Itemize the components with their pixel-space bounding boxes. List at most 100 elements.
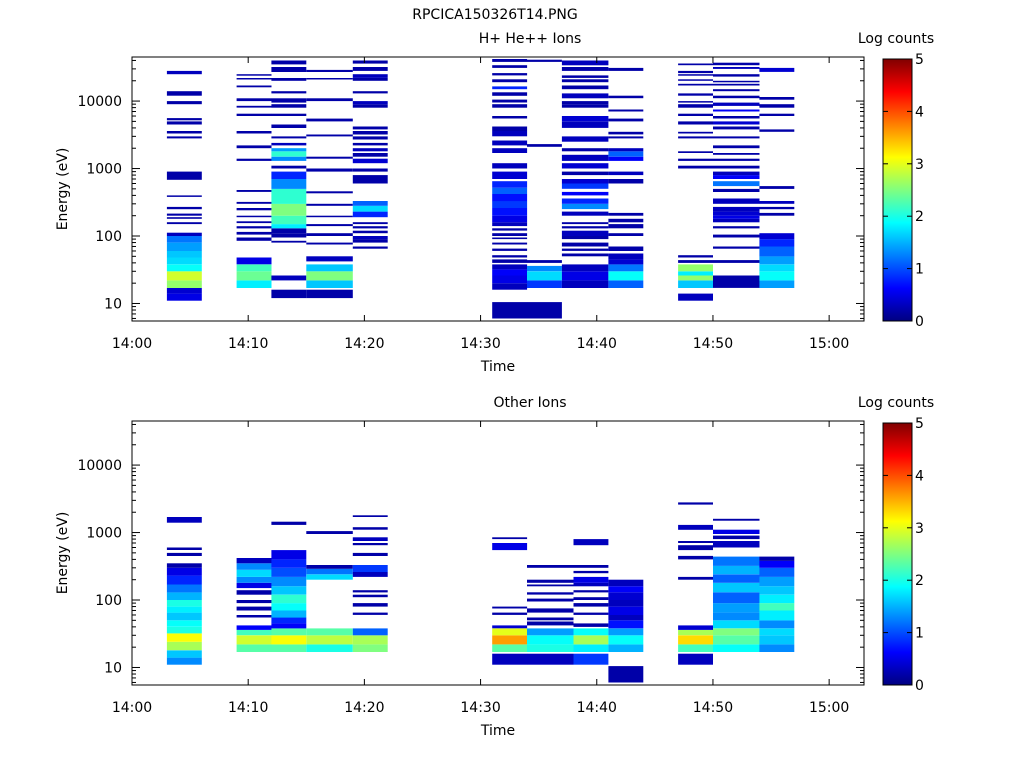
heatmap-cell	[573, 539, 609, 546]
heatmap-cell	[166, 563, 202, 568]
heatmap-cell	[236, 208, 272, 211]
heatmap-cell	[271, 610, 307, 618]
heatmap-cell	[492, 628, 528, 636]
x-tick-label: 15:00	[809, 336, 849, 352]
panel-title: Other Ions	[493, 395, 566, 411]
heatmap-cell	[678, 635, 713, 645]
heatmap-cell	[713, 644, 760, 652]
heatmap-cell	[271, 521, 307, 525]
heatmap-cell	[608, 233, 644, 236]
heatmap-cell	[759, 233, 795, 240]
heatmap-cell	[713, 275, 760, 288]
heatmap-cell	[236, 629, 272, 636]
heatmap-cell	[352, 175, 388, 179]
heatmap-cell	[352, 226, 388, 229]
colorbar-tick-label: 5	[915, 52, 924, 68]
heatmap-cell	[492, 255, 528, 258]
heatmap-cell	[678, 158, 713, 161]
heatmap-cell	[306, 264, 353, 272]
heatmap-cell	[608, 635, 644, 645]
heatmap-cell	[352, 590, 388, 593]
heatmap-cell	[678, 524, 713, 530]
heatmap-cell	[608, 620, 644, 629]
heatmap-cell	[271, 586, 307, 595]
heatmap-cell	[166, 136, 202, 139]
heatmap-cell	[713, 116, 760, 119]
heatmap-cell	[678, 293, 713, 301]
heatmap-cell	[492, 104, 528, 108]
heatmap-cell	[271, 628, 307, 636]
heatmap-cell	[573, 653, 609, 665]
heatmap-cell	[713, 246, 760, 249]
heatmap-cell	[271, 151, 307, 157]
heatmap-cell	[271, 594, 307, 604]
heatmap-cell	[608, 644, 644, 652]
heatmap-cell	[713, 218, 760, 223]
heatmap-cell	[759, 104, 795, 108]
y-tick-label: 1000	[86, 162, 122, 178]
x-tick-label: 14:30	[460, 336, 500, 352]
heatmap-cell	[306, 280, 353, 288]
heatmap-cell	[236, 563, 272, 570]
heatmap-cell	[271, 617, 307, 624]
heatmap-cell	[759, 567, 795, 577]
heatmap-cell	[713, 145, 760, 149]
heatmap-cell	[352, 628, 388, 636]
heatmap-cell	[271, 576, 307, 587]
heatmap-cell	[166, 575, 202, 585]
colorbar-tick-label: 0	[915, 678, 924, 694]
heatmap-cell	[306, 531, 353, 534]
heatmap-cell	[271, 240, 307, 243]
heatmap-cell	[561, 136, 609, 142]
heatmap-cell	[713, 260, 760, 263]
heatmap-cell	[236, 606, 272, 611]
heatmap-cell	[608, 171, 644, 176]
heatmap-cell	[713, 518, 760, 521]
heatmap-cell	[271, 165, 307, 169]
heatmap-cell	[713, 102, 760, 106]
heatmap-cell	[759, 586, 795, 595]
heatmap-cell	[492, 116, 528, 119]
heatmap-cell	[236, 271, 272, 281]
y-tick-label: 1000	[86, 526, 122, 542]
heatmap-cell	[271, 623, 307, 629]
y-axis-label: Energy (eV)	[55, 512, 71, 595]
heatmap-cell	[271, 148, 307, 152]
heatmap-cell	[352, 565, 388, 572]
heatmap-cell	[306, 242, 353, 245]
heatmap-cell	[492, 148, 528, 153]
heatmap-cell	[306, 134, 353, 137]
heatmap-cell	[492, 537, 528, 540]
heatmap-cell	[527, 598, 574, 602]
heatmap-cell	[713, 620, 760, 629]
heatmap-cell	[166, 567, 202, 576]
heatmap-cell	[236, 74, 272, 76]
heatmap-cell	[271, 224, 307, 229]
heatmap-cell	[561, 101, 609, 105]
heatmap-cell	[759, 280, 795, 288]
heatmap-cell	[492, 86, 528, 90]
heatmap-cell	[713, 136, 760, 139]
heatmap-cell	[527, 635, 574, 645]
heatmap-cell	[678, 555, 713, 560]
heatmap-cell	[271, 60, 307, 65]
heatmap-cell	[713, 226, 760, 229]
heatmap-cell	[306, 203, 353, 206]
heatmap-cell	[759, 628, 795, 636]
heatmap-cell	[492, 269, 528, 276]
heatmap-cell	[561, 230, 609, 236]
heatmap-cell	[713, 109, 760, 112]
heatmap-cell	[608, 224, 644, 229]
heatmap-cell	[573, 603, 609, 607]
heatmap-cell	[352, 527, 388, 530]
heatmap-cell	[236, 98, 272, 102]
heatmap-cell	[759, 620, 795, 629]
heatmap-cell	[271, 98, 307, 103]
heatmap-cell	[678, 260, 713, 263]
heatmap-cell	[759, 256, 795, 265]
heatmap-cell	[166, 612, 202, 621]
heatmap-cell	[561, 148, 609, 152]
heatmap-cell	[492, 187, 528, 194]
heatmap-cell	[678, 121, 713, 125]
heatmap-cell	[271, 136, 307, 139]
